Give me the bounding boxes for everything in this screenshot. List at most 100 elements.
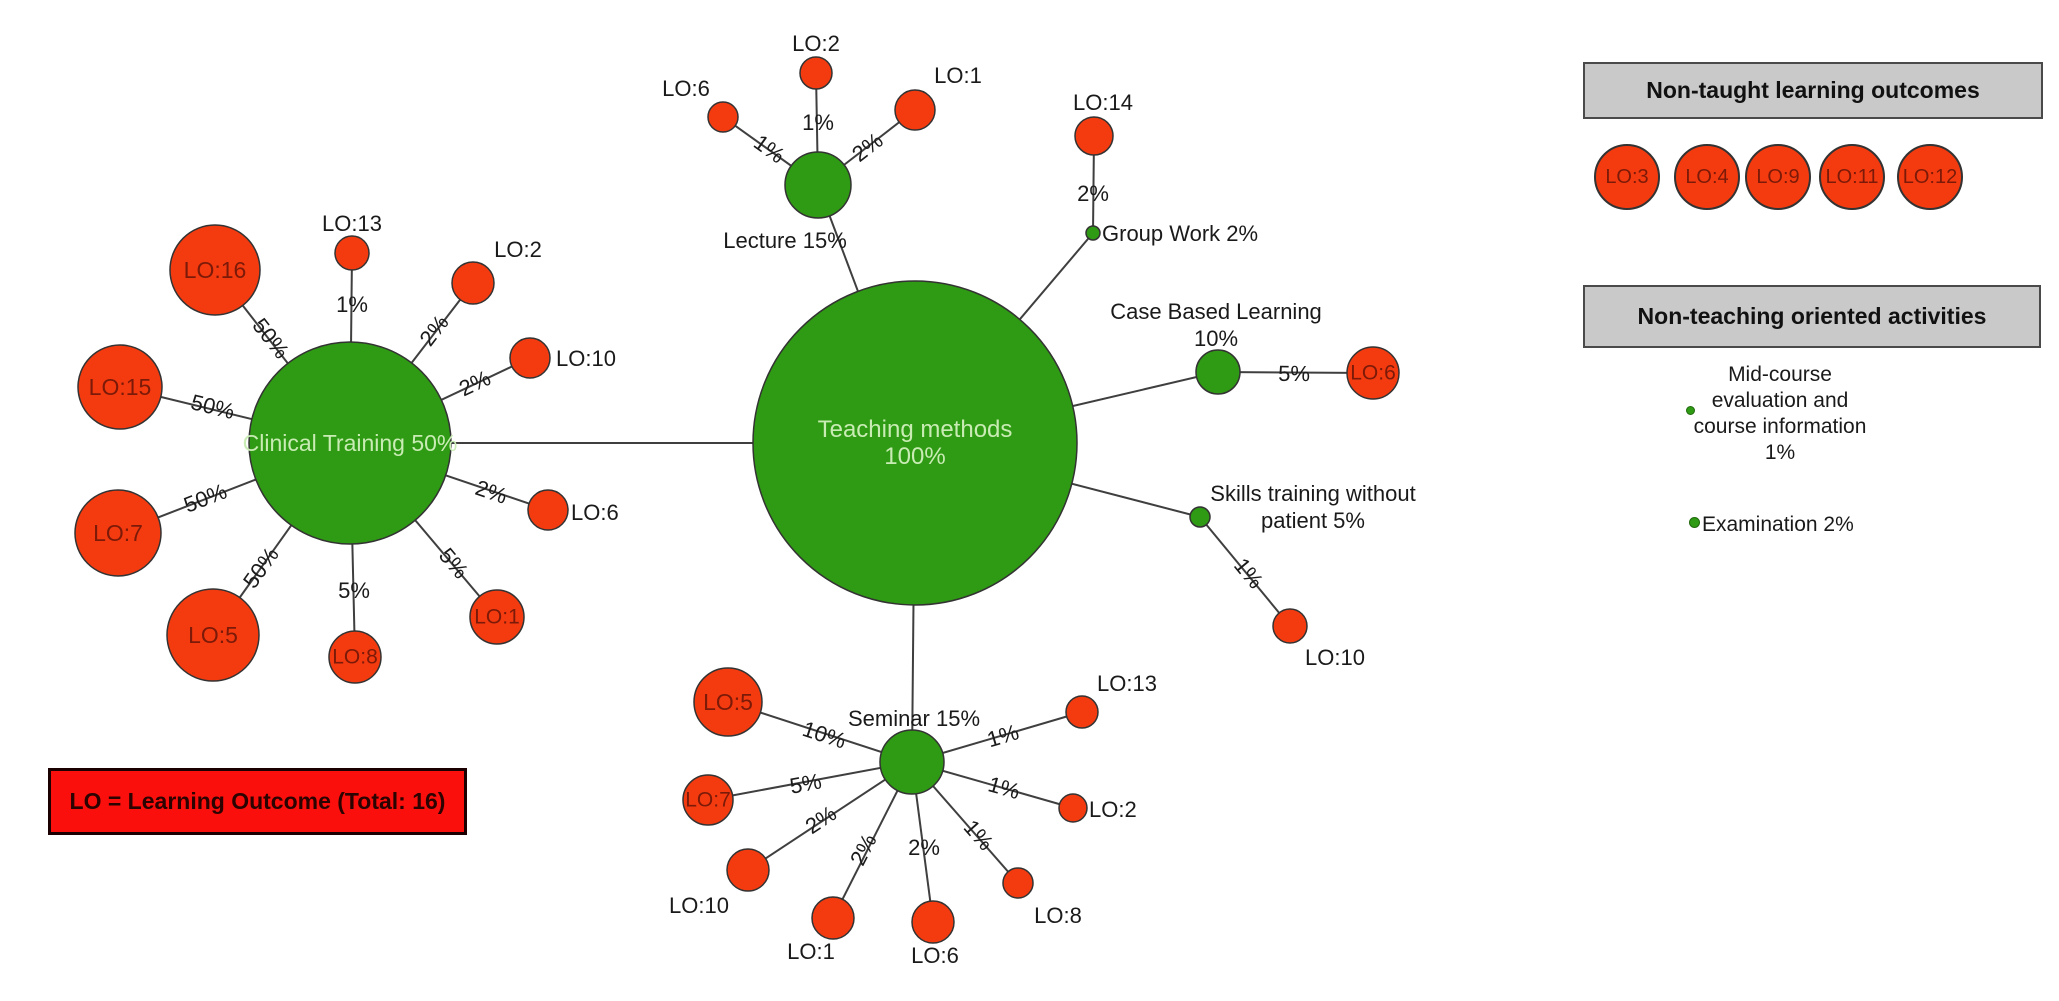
edge-label-seminar-m-lo6: 2% <box>908 835 940 860</box>
edge-label-clinical-c-lo10: 2% <box>455 365 494 401</box>
label-m-lo10: LO:10 <box>669 893 729 918</box>
node-clinical <box>248 341 452 545</box>
node-l-lo1 <box>894 89 936 131</box>
label-c-lo7: LO:7 <box>93 520 143 546</box>
non-taught-lo11-circle: LO:11 <box>1819 144 1885 210</box>
label-s-lo10: LO:10 <box>1305 645 1365 670</box>
non-taught-header-label: Non-taught learning outcomes <box>1646 77 1980 103</box>
label-l-lo2: LO:2 <box>792 31 840 56</box>
label-l-lo1: LO:1 <box>934 63 982 88</box>
node-m-lo6 <box>911 900 955 944</box>
label-c-lo8: LO:8 <box>332 646 378 669</box>
label-m-lo5: LO:5 <box>703 689 753 715</box>
edge-label-seminar-m-lo5: 10% <box>800 716 850 753</box>
label-c-lo16: LO:16 <box>184 257 247 283</box>
node-c-lo8 <box>328 630 382 684</box>
label-c-lo10: LO:10 <box>556 346 616 371</box>
node-b-lo6 <box>1346 346 1400 400</box>
edge-label-seminar-m-lo10: 2% <box>801 801 841 839</box>
non-taught-lo4-circle: LO:4 <box>1674 144 1740 210</box>
node-m-lo7 <box>682 774 734 826</box>
midcourse-activity: Mid-course evaluation and course informa… <box>1655 362 1905 466</box>
edge-label-clinical-c-lo13: 1% <box>336 292 368 317</box>
edge-label-groupwork-g-lo14: 2% <box>1077 181 1109 206</box>
non-taught-lo3-circle: LO:3 <box>1594 144 1660 210</box>
node-groupwork <box>1085 225 1101 241</box>
node-m-lo13 <box>1065 695 1099 729</box>
examination-dot <box>1689 517 1700 528</box>
node-c-lo7 <box>74 489 162 577</box>
non-taught-lo11-label: LO:11 <box>1825 165 1879 188</box>
node-m-lo10 <box>726 848 770 892</box>
node-c-lo13 <box>334 235 370 271</box>
node-m-lo1 <box>811 896 855 940</box>
node-c-lo1 <box>469 589 525 645</box>
midcourse-dot <box>1686 406 1695 415</box>
node-m-lo5 <box>693 667 763 737</box>
non-taught-lo3-label: LO:3 <box>1605 165 1649 188</box>
node-c-lo5 <box>166 588 260 682</box>
label-c-lo13: LO:13 <box>322 211 382 236</box>
node-seminar <box>879 729 945 795</box>
node-l-lo6 <box>707 101 739 133</box>
edge-label-lecture-l-lo6: 1% <box>749 129 789 168</box>
node-teaching <box>752 280 1078 606</box>
label-c-lo5: LO:5 <box>188 622 238 648</box>
label-m-lo6: LO:6 <box>911 943 959 968</box>
edge-label-lecture-l-lo1: 2% <box>847 127 887 166</box>
label-clinical: Clinical Training 50% <box>243 430 458 456</box>
non-taught-header: Non-taught learning outcomes <box>1583 62 2043 119</box>
node-g-lo14 <box>1074 116 1114 156</box>
node-l-lo2 <box>799 56 833 90</box>
non-teaching-header-label: Non-teaching oriented activities <box>1637 303 1987 329</box>
edge-skills-s-lo10 <box>1199 516 1291 627</box>
edge-label-lecture-l-lo2: 1% <box>802 110 834 135</box>
edge-label-seminar-m-lo2: 1% <box>985 771 1022 804</box>
label-groupwork: Group Work 2% <box>1102 221 1258 246</box>
node-c-lo15 <box>77 344 163 430</box>
label-c-lo1: LO:1 <box>474 606 520 629</box>
non-taught-lo9-circle: LO:9 <box>1745 144 1811 210</box>
node-m-lo2 <box>1058 793 1088 823</box>
label-g-lo14: LO:14 <box>1073 90 1133 115</box>
non-taught-lo12-label: LO:12 <box>1902 165 1958 188</box>
examination-activity: Examination 2% <box>1702 513 1854 536</box>
edge-label-clinical-c-lo5: 50% <box>238 542 284 592</box>
non-taught-lo9-label: LO:9 <box>1756 165 1800 188</box>
edge-label-clinical-c-lo15: 50% <box>188 389 237 424</box>
node-s-lo10 <box>1272 608 1308 644</box>
node-c-lo10 <box>509 337 551 379</box>
label-m-lo1: LO:1 <box>787 939 835 964</box>
midcourse-line-1: Mid-course <box>1728 363 1832 386</box>
label-b-lo6: LO:6 <box>1350 362 1396 385</box>
label-m-lo2: LO:2 <box>1089 797 1137 822</box>
edge-label-seminar-m-lo13: 1% <box>984 719 1022 752</box>
midcourse-line-3: course information <box>1693 415 1867 438</box>
label-m-lo13: LO:13 <box>1097 671 1157 696</box>
label-seminar: Seminar 15% <box>848 706 980 731</box>
node-c-lo6 <box>527 489 569 531</box>
non-teaching-header: Non-teaching oriented activities <box>1583 285 2041 348</box>
label-c-lo2: LO:2 <box>494 237 542 262</box>
label-lecture: Lecture 15% <box>723 228 847 253</box>
node-cbl <box>1195 349 1241 395</box>
edge-label-seminar-m-lo1: 2% <box>845 830 882 870</box>
label-c-lo6: LO:6 <box>571 500 619 525</box>
label-l-lo6: LO:6 <box>662 76 710 101</box>
midcourse-line-4: 1% <box>1764 441 1796 464</box>
label-m-lo7: LO:7 <box>685 789 731 812</box>
node-lecture <box>784 151 852 219</box>
edge-label-cbl-b-lo6: 5% <box>1278 361 1310 386</box>
node-c-lo16 <box>169 224 261 316</box>
non-taught-lo4-label: LO:4 <box>1685 165 1729 188</box>
node-c-lo2 <box>451 261 495 305</box>
edge-label-clinical-c-lo8: 5% <box>338 578 370 603</box>
label-skills: Skills training without patient 5% <box>1210 481 1415 533</box>
edge-label-seminar-m-lo7: 5% <box>788 768 824 798</box>
label-m-lo8: LO:8 <box>1034 903 1082 928</box>
non-taught-lo12-circle: LO:12 <box>1897 144 1963 210</box>
label-teaching: Teaching methods 100% <box>818 416 1013 470</box>
edge-seminar-m-lo7 <box>707 761 913 801</box>
